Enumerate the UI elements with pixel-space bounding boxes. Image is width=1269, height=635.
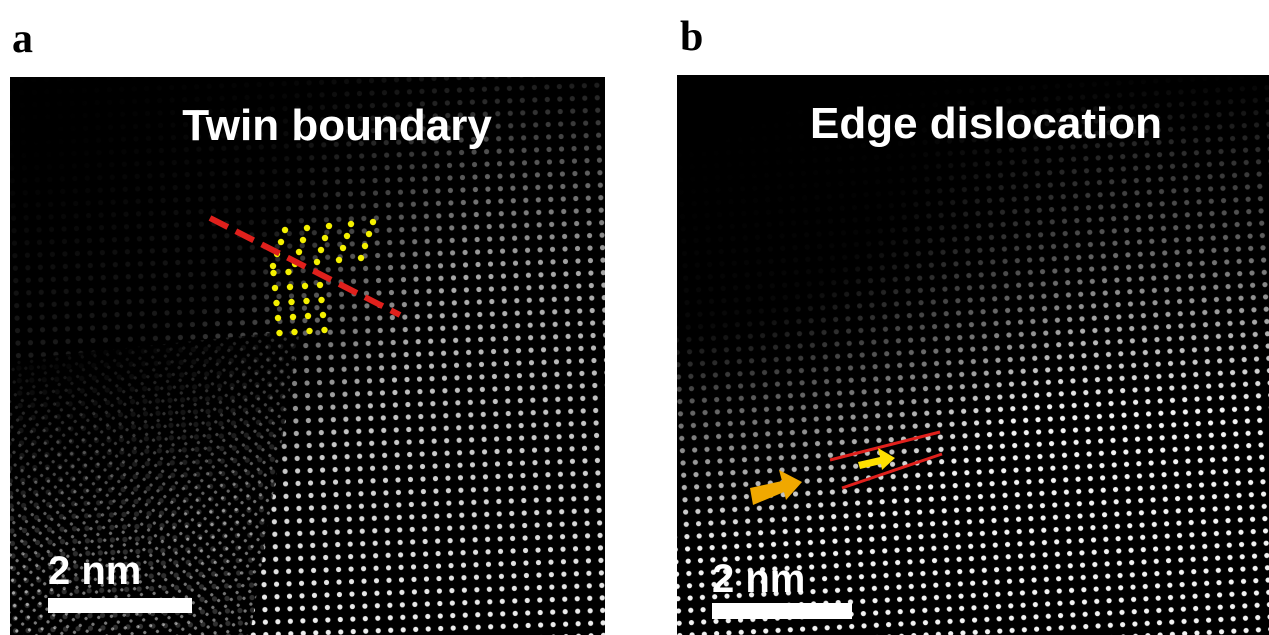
marker-dot: [304, 225, 310, 231]
marker-dot: [321, 327, 327, 333]
panel-title: Edge dislocation: [810, 99, 1162, 148]
marker-dot: [270, 263, 276, 269]
marker-dot: [314, 259, 320, 265]
marker-dot: [362, 243, 368, 249]
scale-bar: [48, 598, 192, 613]
figure: a Twin boundary 2 nm b Edge dislocation …: [0, 0, 1269, 635]
marker-dot: [288, 299, 294, 305]
panel-title: Twin boundary: [182, 101, 492, 150]
marker-dot: [276, 330, 282, 336]
marker-dot: [290, 314, 296, 320]
marker-dot: [306, 328, 312, 334]
marker-dot: [318, 297, 324, 303]
marker-dot: [322, 235, 328, 241]
marker-dot: [296, 249, 302, 255]
marker-dot: [340, 245, 346, 251]
marker-dot: [270, 270, 276, 276]
marker-dot: [287, 284, 293, 290]
marker-dot: [320, 312, 326, 318]
panel-label: b: [680, 14, 703, 60]
marker-dot: [317, 282, 323, 288]
marker-dot: [358, 255, 364, 261]
marker-dot: [370, 219, 376, 225]
marker-dot: [326, 223, 332, 229]
marker-dot: [348, 221, 354, 227]
marker-dot: [285, 269, 291, 275]
marker-dot: [278, 239, 284, 245]
marker-dot: [302, 283, 308, 289]
scale-bar-label: 2 nm: [48, 549, 141, 593]
marker-dot: [291, 329, 297, 335]
panel-label: a: [12, 16, 33, 62]
marker-dot: [272, 285, 278, 291]
scale-bar-label: 2 nm: [712, 557, 805, 601]
marker-dot: [275, 315, 281, 321]
marker-dot: [305, 313, 311, 319]
marker-dot: [366, 231, 372, 237]
panel-b-image: [677, 75, 1269, 635]
marker-dot: [303, 298, 309, 304]
page: {"panels": [ {"label": "a", "title": "Tw…: [0, 0, 1269, 635]
scale-bar: [712, 603, 852, 619]
marker-dot: [273, 300, 279, 306]
marker-dot: [282, 227, 288, 233]
marker-dot: [300, 237, 306, 243]
marker-dot: [318, 247, 324, 253]
marker-dot: [344, 233, 350, 239]
marker-dot: [336, 257, 342, 263]
